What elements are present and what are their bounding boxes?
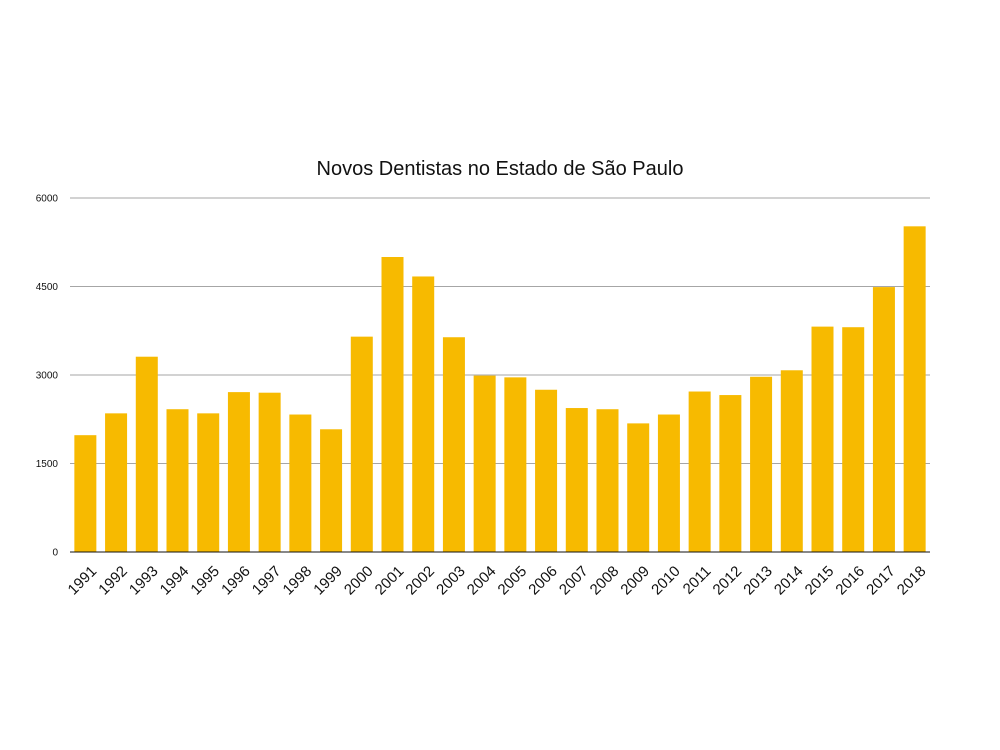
x-tick-label: 1991 xyxy=(65,563,101,599)
bar-2009 xyxy=(627,423,650,552)
x-tick-label: 2013 xyxy=(740,563,776,599)
x-tick-label: 2001 xyxy=(372,563,408,599)
bar-2003 xyxy=(442,337,465,552)
x-tick-label: 2009 xyxy=(617,563,653,599)
x-tick-label: 1993 xyxy=(126,563,162,599)
x-tick-label: 2004 xyxy=(464,563,500,599)
x-tick-label: 2018 xyxy=(894,563,930,599)
chart-title: Novos Dentistas no Estado de São Paulo xyxy=(317,158,684,180)
bar-1995 xyxy=(197,413,220,552)
y-tick-label: 1500 xyxy=(36,459,59,470)
x-tick-label: 2008 xyxy=(587,563,623,599)
x-tick-label: 1995 xyxy=(187,563,223,599)
bar-2011 xyxy=(688,391,711,552)
y-tick-label: 3000 xyxy=(36,371,59,382)
y-tick-label: 4500 xyxy=(36,282,59,293)
bar-2004 xyxy=(473,375,496,552)
bars xyxy=(74,226,926,552)
x-tick-label: 1998 xyxy=(280,563,316,599)
x-tick-label: 1992 xyxy=(95,563,131,599)
bar-1996 xyxy=(227,392,250,552)
x-tick-label: 2003 xyxy=(433,563,469,599)
x-tick-label: 2010 xyxy=(648,563,684,599)
bar-2010 xyxy=(657,414,680,552)
bar-2012 xyxy=(719,395,742,552)
x-tick-label: 2005 xyxy=(495,563,531,599)
y-axis-ticks: 0 1500 3000 4500 6000 xyxy=(36,194,59,559)
x-tick-label: 2011 xyxy=(680,563,715,598)
bar-1992 xyxy=(105,413,128,552)
bar-1991 xyxy=(74,435,97,552)
bar-1999 xyxy=(320,429,343,552)
bar-2007 xyxy=(565,408,588,552)
bar-2017 xyxy=(872,287,895,552)
bar-1994 xyxy=(166,409,189,552)
x-tick-label: 2015 xyxy=(802,563,838,599)
x-tick-label: 2014 xyxy=(771,563,807,599)
x-tick-label: 1997 xyxy=(249,563,285,599)
x-tick-label: 1999 xyxy=(310,563,346,599)
x-tick-label: 1994 xyxy=(157,563,193,599)
x-tick-label: 2002 xyxy=(402,563,438,599)
x-tick-label: 2016 xyxy=(832,563,868,599)
bar-2008 xyxy=(596,409,619,552)
bar-2000 xyxy=(350,336,373,552)
bar-2001 xyxy=(381,257,404,552)
x-tick-label: 2006 xyxy=(525,563,561,599)
bar-2006 xyxy=(535,389,558,552)
bar-2016 xyxy=(842,327,865,552)
bar-1993 xyxy=(135,356,158,552)
bar-1997 xyxy=(258,392,281,552)
x-tick-label: 2007 xyxy=(556,563,592,599)
x-tick-label: 2012 xyxy=(710,563,746,599)
bar-2018 xyxy=(903,226,926,552)
y-tick-label: 6000 xyxy=(36,194,59,205)
bar-2013 xyxy=(750,376,773,552)
bar-1998 xyxy=(289,414,312,552)
x-tick-label: 1996 xyxy=(218,563,254,599)
bar-2002 xyxy=(412,276,435,552)
bar-2005 xyxy=(504,377,527,552)
bar-2015 xyxy=(811,326,834,552)
x-axis-ticks: 1991199219931994199519961997199819992000… xyxy=(65,563,930,599)
y-tick-label: 0 xyxy=(52,548,58,559)
bar-2014 xyxy=(780,370,803,552)
x-tick-label: 2017 xyxy=(863,563,899,599)
x-tick-label: 2000 xyxy=(341,563,377,599)
